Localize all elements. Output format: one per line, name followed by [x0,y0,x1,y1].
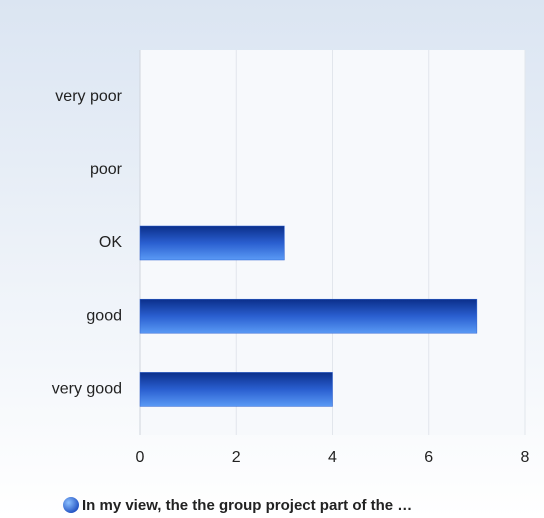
y-tick-label: OK [99,234,122,251]
legend-marker [63,497,79,513]
y-tick-label: very poor [55,88,122,105]
x-tick-label: 0 [136,449,145,466]
x-tick-label: 2 [232,449,241,466]
y-tick-label: good [86,307,122,324]
y-tick-label: very good [52,381,122,398]
bar [139,372,333,407]
y-tick-label: poor [90,161,123,178]
x-tick-label: 6 [424,449,433,466]
legend-label: In my view, the the group project part o… [82,497,412,514]
bar [139,225,285,261]
x-tick-label: 8 [521,449,530,466]
bar [139,298,478,334]
x-tick-label: 4 [328,449,337,466]
